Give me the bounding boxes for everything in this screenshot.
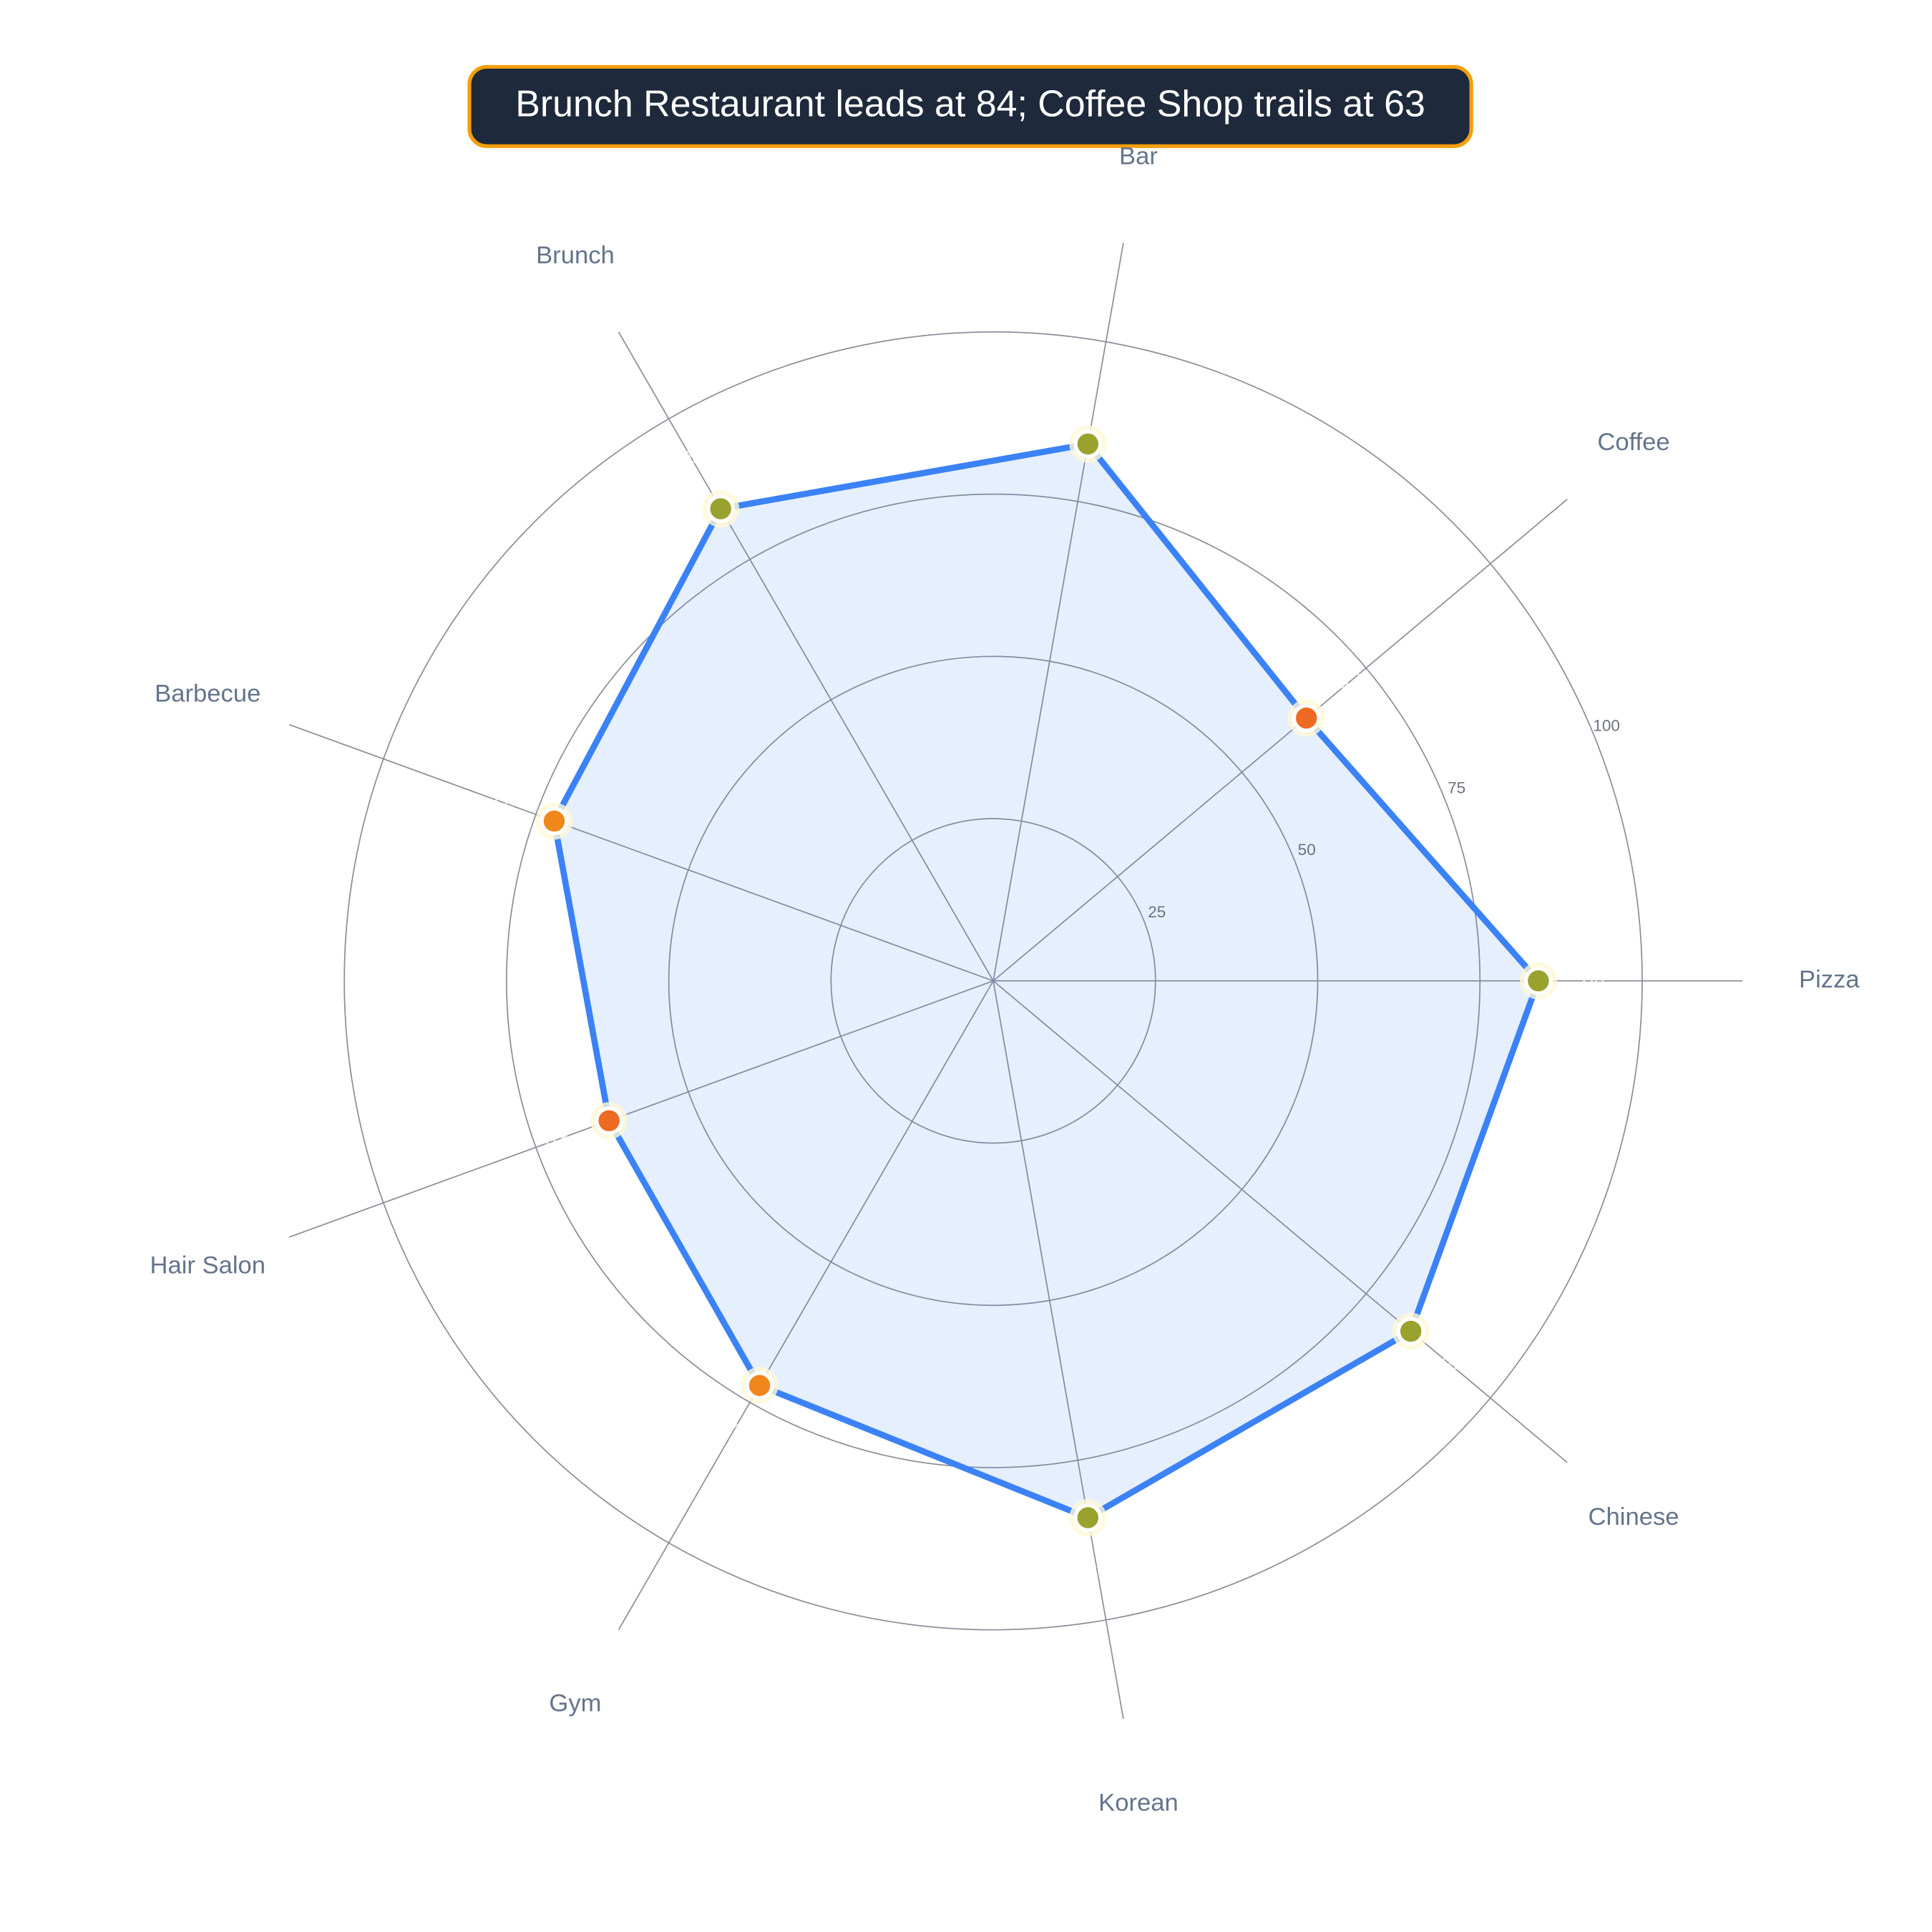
value-label: 84 [1085,375,1111,400]
category-label: Pizza [1799,966,1860,993]
plot-area: 84 63 84 84 72 63 72 84 84 [489,375,1606,1584]
category-label: Hair Salon [150,1252,265,1279]
radial-axis [992,980,1568,1463]
point [1292,703,1321,733]
radial-axis [288,723,994,982]
radial-axis [618,331,994,982]
category-label: Coffee [1597,429,1669,456]
category-label: Gym [549,1690,601,1717]
value-label: 72 [489,788,514,813]
radial-axis [618,980,994,1631]
value-label: 63 [545,1126,570,1151]
radial-axis [992,499,1568,982]
radial-tick-label: 100 [1593,717,1620,735]
radial-tick-label: 50 [1298,841,1316,859]
radial-axis [288,980,994,1238]
point [595,1106,624,1136]
category-label: Brunch [536,242,615,269]
point [1523,966,1553,995]
point [1073,1503,1103,1532]
point [540,806,569,836]
grid [288,243,1743,1719]
value-label: 72 [719,1420,744,1445]
value-label: 84 [1085,1558,1111,1584]
value-label: 84 [680,447,706,472]
category-label: Bar [1119,142,1158,170]
radial-axis [992,243,1124,981]
category-label: Chinese [1589,1503,1679,1531]
value-label: 63 [1337,668,1362,693]
radial-tick-label: 75 [1448,779,1465,796]
title-box [467,64,1473,148]
category-label: Barbecue [155,680,260,707]
point [745,1371,774,1400]
point [1396,1317,1425,1346]
area [551,441,1542,1521]
point [706,494,736,523]
radial-axis [992,980,1124,1719]
point [1073,429,1103,459]
value-label: 84 [1581,967,1606,992]
chart-title: Brunch Restaurant leads at 84; Coffee Sh… [515,84,1425,125]
radial-tick-label: 25 [1148,903,1166,921]
value-label: 84 [1441,1353,1466,1378]
category-label: Korean [1098,1789,1179,1816]
